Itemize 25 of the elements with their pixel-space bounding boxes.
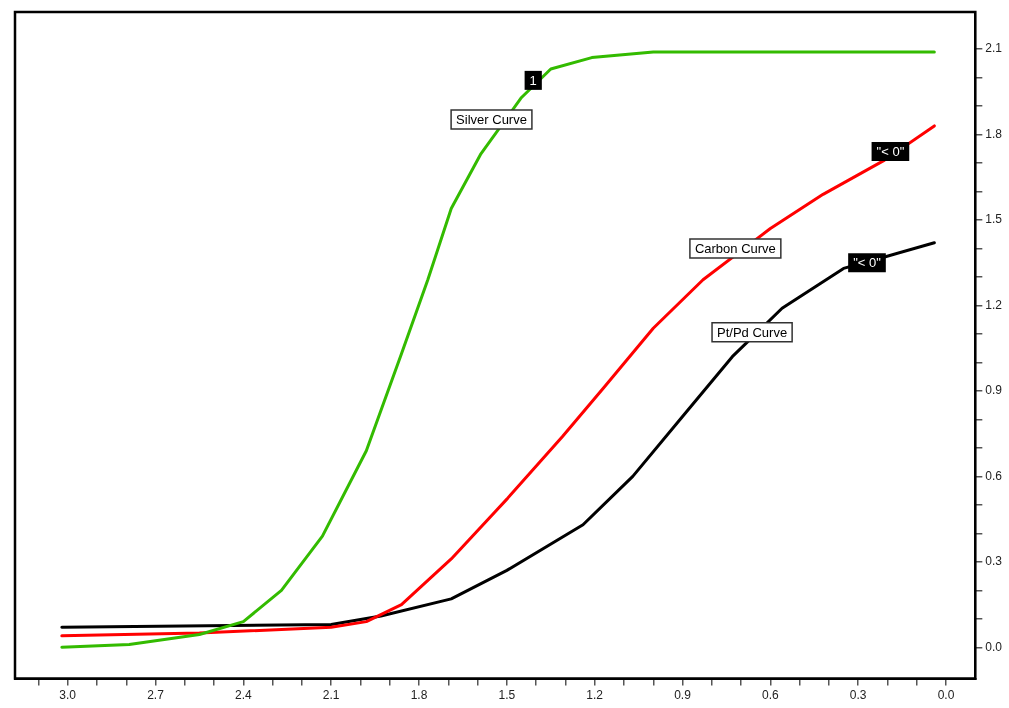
series-label: Silver Curve xyxy=(456,112,527,128)
series-label: Carbon Curve xyxy=(694,241,776,257)
x-tick-label: 0.0 xyxy=(937,688,955,703)
annotation: 1 xyxy=(529,72,537,88)
x-tick-label: 1.5 xyxy=(498,688,516,703)
annotation: "< 0" xyxy=(853,255,882,271)
x-tick-label: 1.2 xyxy=(586,688,604,703)
y-tick-label: 0.9 xyxy=(985,383,1003,398)
x-tick-label: 2.1 xyxy=(322,688,340,703)
series-label: Pt/Pd Curve xyxy=(717,324,788,340)
x-tick-label: 1.8 xyxy=(410,688,428,703)
x-tick-label: 3.0 xyxy=(59,688,77,703)
y-tick-label: 1.5 xyxy=(985,212,1003,227)
x-tick-label: 2.7 xyxy=(147,688,165,703)
y-tick-label: 1.8 xyxy=(985,126,1003,141)
y-tick-label: 1.2 xyxy=(985,297,1003,312)
x-tick-label: 0.3 xyxy=(849,688,867,703)
y-tick-label: 0.0 xyxy=(985,639,1003,654)
y-tick-label: 0.3 xyxy=(985,554,1003,569)
x-tick-label: 0.9 xyxy=(674,688,692,703)
x-tick-label: 2.4 xyxy=(235,688,253,703)
x-tick-label: 0.6 xyxy=(762,688,780,703)
annotation: "< 0" xyxy=(876,144,905,160)
y-tick-label: 0.6 xyxy=(985,468,1003,483)
y-tick-label: 2.1 xyxy=(985,41,1003,56)
